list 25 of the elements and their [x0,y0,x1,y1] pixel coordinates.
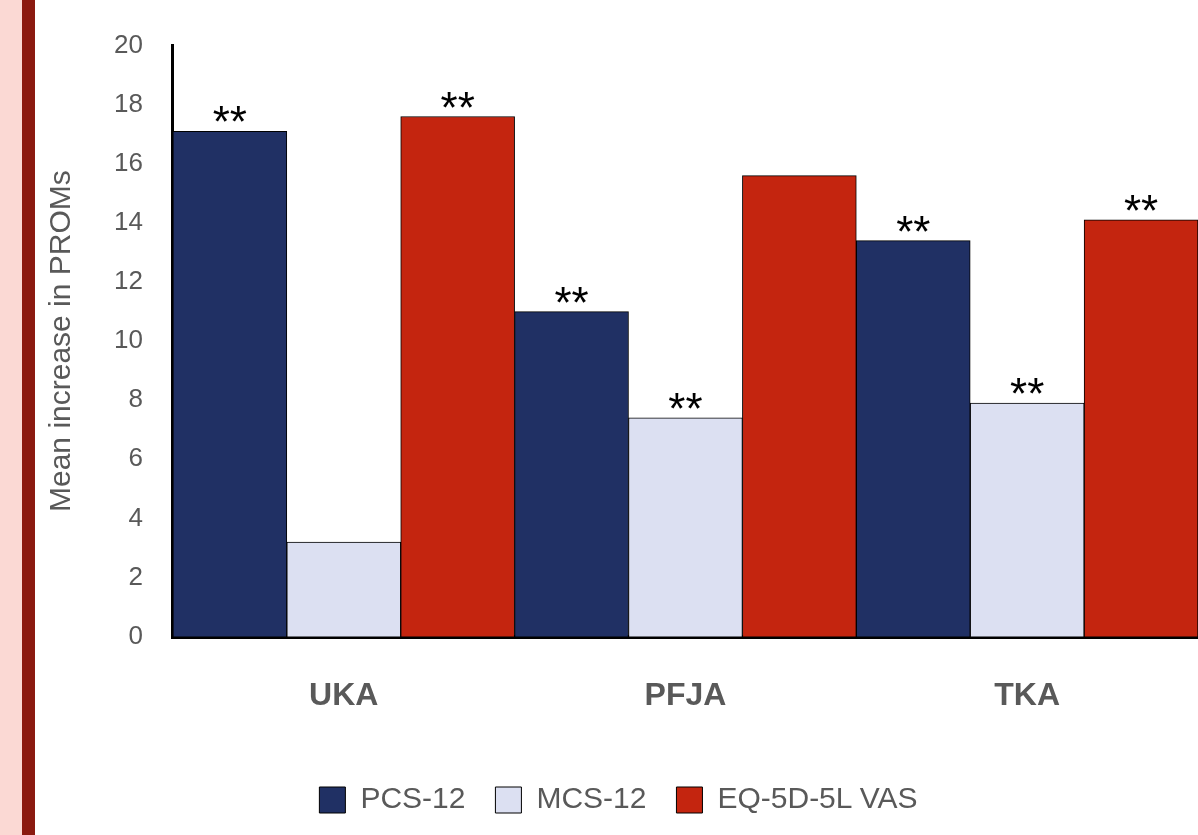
y-tick-label: 6 [128,442,143,473]
data-label: ** [212,97,247,147]
y-tick-label: 0 [128,619,143,650]
y-tick-label: 4 [128,501,143,532]
y-axis-title: Mean increase in PROMs [43,170,77,512]
y-tick-label: 10 [114,324,143,355]
data-label: ** [554,277,589,327]
data-label: ** [1123,185,1159,235]
y-tick-label: 14 [114,206,143,237]
data-label: ** [668,383,703,433]
data-label: ** [440,82,475,132]
y-tick-label: 2 [128,560,143,591]
y-tick-label: 20 [114,28,143,59]
legend-label: EQ-5D-5L VAS [717,781,918,815]
legend-label: MCS-12 [536,781,647,815]
legend-label: PCS-12 [360,781,466,815]
data-label: ** [896,206,931,256]
y-tick-label: 16 [114,146,143,177]
y-tick-label: 12 [114,265,143,296]
data-label: ** [1010,369,1045,419]
x-tick-label: TKA [994,675,1061,712]
y-tick-label: 8 [128,383,143,414]
y-tick-label: 18 [114,87,143,118]
x-tick-label: UKA [309,675,379,712]
x-tick-label: PFJA [644,675,727,712]
